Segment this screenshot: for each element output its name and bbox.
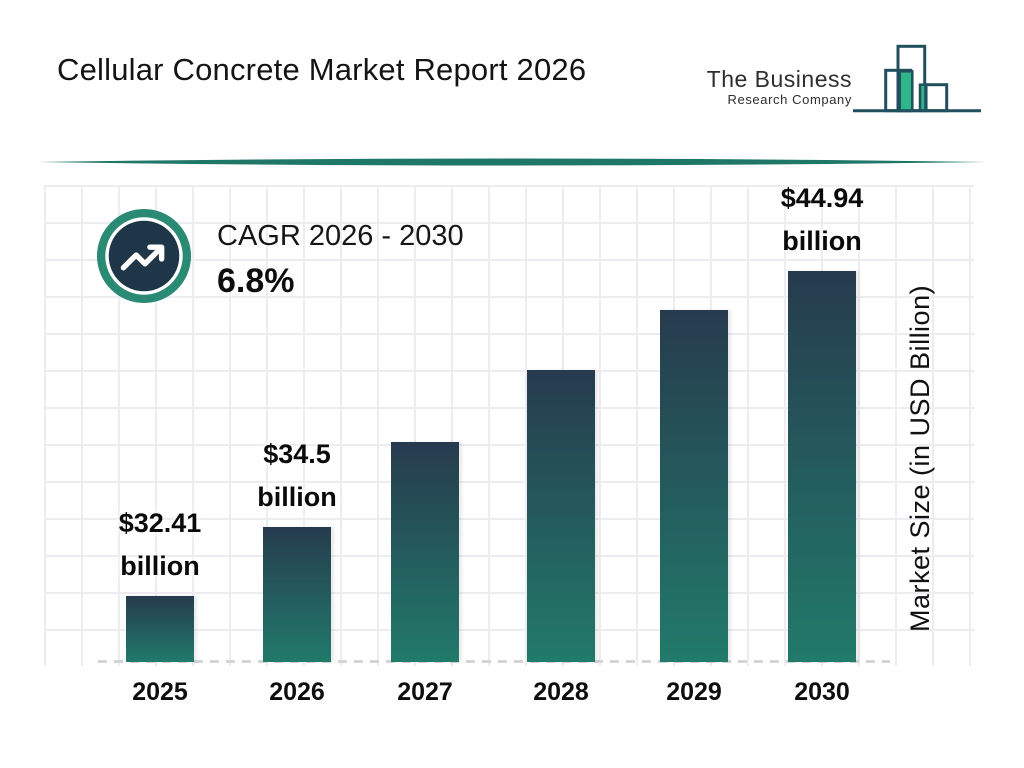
x-tick-2026: 2026 (269, 678, 325, 706)
logo-text: The Business Research Company (707, 66, 852, 107)
value-amount-2025: $32.41 (118, 508, 202, 538)
bar-2028 (527, 370, 595, 662)
bar-2026 (263, 527, 331, 662)
x-tick-2030: 2030 (794, 678, 850, 706)
cagr-badge: CAGR 2026 - 2030 6.8% (95, 207, 464, 305)
value-unit-2030: billion (782, 226, 862, 256)
value-label-2025: $32.41 billion (75, 502, 245, 588)
bar-2027 (391, 442, 459, 662)
x-tick-2028: 2028 (533, 678, 589, 706)
skyline-bars-icon (853, 44, 981, 113)
cagr-text: CAGR 2026 - 2030 6.8% (217, 207, 464, 301)
value-amount-2030: $44.94 (780, 183, 864, 213)
y-axis-label: Market Size (in USD Billion) (905, 284, 935, 633)
logo-subname: Research Company (727, 92, 852, 107)
cagr-value: 6.8% (217, 262, 295, 300)
value-unit-2025: billion (120, 551, 200, 581)
x-tick-2025: 2025 (132, 678, 188, 706)
company-logo: The Business Research Company (707, 40, 986, 120)
page-title: Cellular Concrete Market Report 2026 (57, 52, 587, 87)
bar-2029 (660, 310, 728, 662)
bar-2025 (126, 596, 194, 662)
trend-up-icon (96, 208, 192, 304)
x-axis-baseline (98, 660, 890, 663)
header-divider (38, 158, 986, 166)
value-label-2026: $34.5 billion (212, 433, 382, 519)
bar-chart: CAGR 2026 - 2030 6.8% 2025 $32.41 billion 2… (0, 166, 1024, 768)
value-amount-2026: $34.5 (263, 439, 331, 469)
value-unit-2026: billion (257, 482, 337, 512)
x-tick-2027: 2027 (397, 678, 453, 706)
cagr-label: CAGR 2026 - 2030 (217, 220, 464, 252)
logo-name: The Business (706, 66, 852, 92)
value-label-2030: $44.94 billion (737, 177, 907, 263)
x-tick-2029: 2029 (666, 678, 722, 706)
bar-2030 (788, 271, 856, 662)
